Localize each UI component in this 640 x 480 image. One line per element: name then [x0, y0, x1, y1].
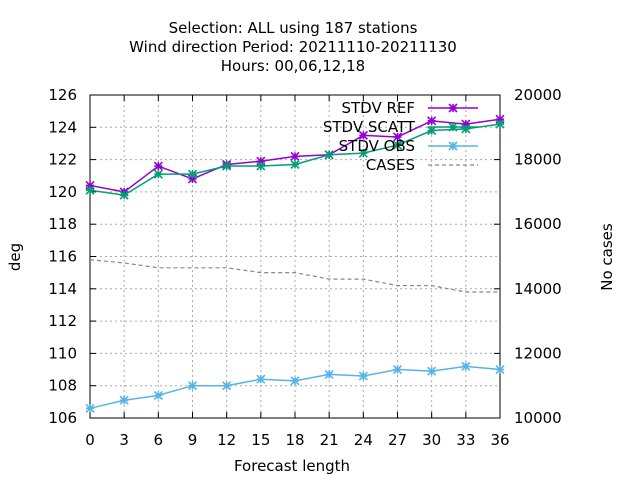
data-point-stdv-scatt [119, 190, 129, 200]
data-point-stdv-ref [392, 132, 403, 142]
y2-tick-label: 18000 [514, 151, 562, 169]
y2-axis-label: No cases [598, 223, 616, 291]
y-tick-label: 126 [48, 86, 77, 104]
x-tick-label: 15 [251, 431, 270, 449]
series-line-cases [89, 259, 500, 293]
data-point-stdv-obs [85, 403, 95, 413]
axis-ticks: 0 3 6 9 12 15 18 21 24 27 30 33 36106108110112114116… [48, 86, 561, 449]
data-point-stdv-obs [153, 390, 163, 400]
data-point-stdv-obs [222, 381, 232, 391]
x-tick-label: 24 [354, 431, 373, 449]
legend-label-stdv-ref: STDV REF [341, 99, 415, 117]
y-tick-label: 124 [48, 118, 77, 136]
data-point-stdv-scatt [427, 125, 437, 136]
data-point-stdv-scatt [495, 119, 505, 129]
y-tick-label: 106 [48, 409, 77, 427]
data-point-stdv-scatt [324, 150, 334, 160]
data-point-stdv-obs [461, 361, 471, 371]
data-point-stdv-scatt [290, 159, 300, 170]
x-axis-label: Forecast length [234, 457, 350, 475]
y-tick-label: 108 [48, 377, 77, 395]
y-axis-label: deg [6, 243, 24, 271]
chart-title-line-3: Hours: 00,06,12,18 [221, 57, 365, 75]
y-tick-label: 110 [48, 344, 77, 362]
data-point-stdv-obs [187, 381, 198, 391]
data-point-stdv-obs [324, 369, 334, 379]
x-tick-label: 0 [85, 431, 95, 449]
x-tick-label: 6 [154, 431, 164, 449]
data-point-stdv-obs [290, 376, 300, 386]
x-tick-label: 30 [422, 431, 441, 449]
x-tick-label: 21 [320, 431, 339, 449]
data-point-stdv-obs [256, 374, 266, 384]
data-point-stdv-scatt [153, 169, 163, 179]
y2-tick-label: 10000 [514, 409, 562, 427]
legend-marker-stdv-ref [448, 103, 458, 113]
x-tick-label: 12 [217, 431, 236, 449]
y2-tick-label: 12000 [514, 344, 562, 362]
series-group [85, 114, 505, 413]
legend-label-stdv-obs: STDV OBS [339, 137, 415, 155]
data-point-stdv-ref [153, 161, 163, 171]
data-point-stdv-scatt [85, 185, 95, 195]
y-tick-label: 118 [48, 215, 77, 233]
data-point-stdv-obs [358, 371, 368, 381]
y-tick-label: 122 [48, 151, 77, 169]
y2-tick-label: 20000 [514, 86, 562, 104]
data-point-stdv-scatt [187, 169, 198, 179]
data-point-stdv-scatt [358, 148, 368, 158]
chart-title-line-1: Selection: ALL using 187 stations [169, 19, 418, 37]
data-point-stdv-obs [119, 395, 129, 405]
y2-tick-label: 14000 [514, 280, 562, 298]
legend-label-stdv-scatt: STDV SCATT [323, 118, 416, 136]
data-point-stdv-obs [495, 364, 505, 375]
legend-marker-stdv-scatt [448, 122, 458, 132]
chart-title-line-2: Wind direction Period: 20211110-20211130 [129, 38, 457, 56]
y-tick-label: 112 [48, 312, 77, 330]
data-point-stdv-scatt [461, 124, 471, 134]
y-tick-label: 120 [48, 183, 77, 201]
data-point-stdv-ref [290, 151, 300, 161]
y2-tick-label: 16000 [514, 215, 562, 233]
y-tick-label: 116 [48, 248, 77, 266]
data-point-stdv-scatt [392, 140, 403, 150]
data-point-stdv-ref [358, 130, 368, 140]
x-tick-label: 9 [188, 431, 198, 449]
data-point-stdv-obs [392, 364, 403, 375]
series-line-stdv-obs [89, 365, 501, 410]
x-tick-label: 3 [119, 431, 129, 449]
data-point-stdv-obs [427, 366, 437, 376]
x-tick-label: 36 [490, 431, 509, 449]
x-tick-label: 27 [388, 431, 407, 449]
data-point-stdv-ref [427, 116, 437, 126]
legend-marker-stdv-obs [448, 141, 458, 151]
x-tick-label: 33 [456, 431, 475, 449]
legend-label-cases: CASES [366, 156, 415, 174]
data-point-stdv-scatt [256, 161, 266, 171]
x-tick-label: 18 [285, 431, 304, 449]
y-tick-label: 114 [48, 280, 77, 298]
data-point-stdv-scatt [222, 161, 232, 171]
